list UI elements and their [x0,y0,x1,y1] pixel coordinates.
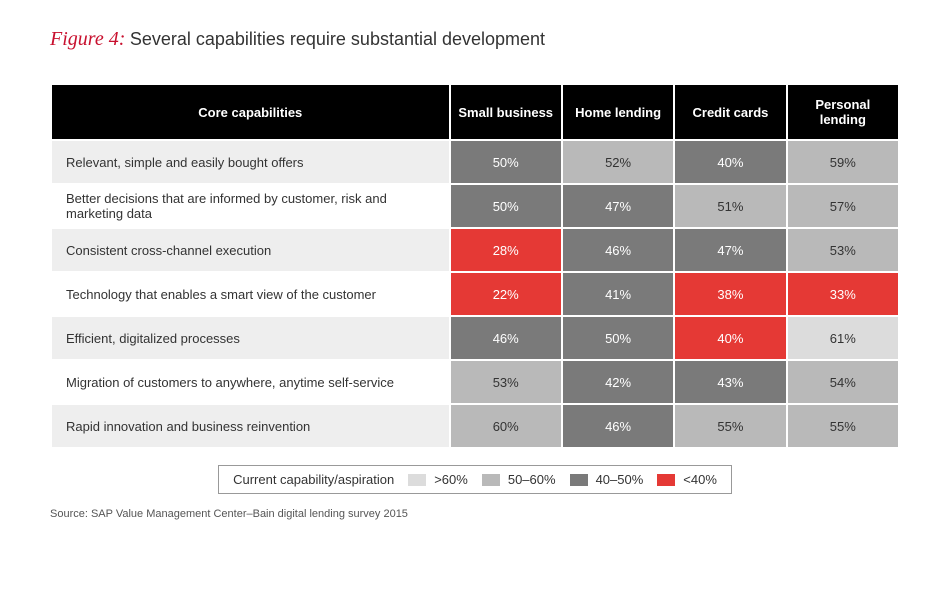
cell-value: 43% [674,360,786,404]
cell-value: 51% [674,184,786,228]
figure-heading: Figure 4: Several capabilities require s… [50,28,900,51]
cell-value: 46% [450,316,562,360]
cell-value: 50% [450,140,562,184]
legend-text-1: 50–60% [508,472,556,487]
cell-value: 55% [787,404,899,448]
figure-title: Several capabilities require substantial… [130,29,545,49]
row-label: Rapid innovation and business reinventio… [51,404,450,448]
legend-swatch-3 [657,474,675,486]
cell-value: 42% [562,360,674,404]
legend-item-1: 50–60% [482,472,556,487]
col-header-3: Personal lending [787,85,899,140]
legend-swatch-1 [482,474,500,486]
cell-value: 53% [450,360,562,404]
legend-container: Current capability/aspiration >60% 50–60… [50,465,900,494]
cell-value: 40% [674,140,786,184]
cell-value: 28% [450,228,562,272]
row-label: Better decisions that are informed by cu… [51,184,450,228]
cell-value: 38% [674,272,786,316]
col-header-2: Credit cards [674,85,786,140]
cell-value: 47% [562,184,674,228]
source-line: Source: SAP Value Management Center–Bain… [50,508,900,520]
row-label: Migration of customers to anywhere, anyt… [51,360,450,404]
table-body: Relevant, simple and easily bought offer… [51,140,899,448]
cell-value: 52% [562,140,674,184]
cell-value: 47% [674,228,786,272]
legend-label: Current capability/aspiration [233,472,394,487]
col-header-1: Home lending [562,85,674,140]
cell-value: 57% [787,184,899,228]
table-row: Consistent cross-channel execution28%46%… [51,228,899,272]
cell-value: 33% [787,272,899,316]
row-label: Technology that enables a smart view of … [51,272,450,316]
row-label: Efficient, digitalized processes [51,316,450,360]
cell-value: 40% [674,316,786,360]
cell-value: 46% [562,228,674,272]
cell-value: 50% [450,184,562,228]
legend-text-2: 40–50% [596,472,644,487]
capabilities-table: Core capabilities Small business Home le… [50,85,900,449]
figure-label: Figure 4: [50,28,125,50]
legend-swatch-0 [408,474,426,486]
table-row: Rapid innovation and business reinventio… [51,404,899,448]
cell-value: 53% [787,228,899,272]
table-row: Migration of customers to anywhere, anyt… [51,360,899,404]
legend: Current capability/aspiration >60% 50–60… [218,465,732,494]
legend-text-3: <40% [683,472,717,487]
cell-value: 41% [562,272,674,316]
cell-value: 46% [562,404,674,448]
cell-value: 55% [674,404,786,448]
legend-swatch-2 [570,474,588,486]
legend-item-2: 40–50% [570,472,644,487]
cell-value: 54% [787,360,899,404]
cell-value: 61% [787,316,899,360]
cell-value: 50% [562,316,674,360]
legend-item-3: <40% [657,472,717,487]
legend-item-0: >60% [408,472,468,487]
col-header-core: Core capabilities [51,85,450,140]
table-row: Better decisions that are informed by cu… [51,184,899,228]
col-header-0: Small business [450,85,562,140]
cell-value: 60% [450,404,562,448]
row-label: Consistent cross-channel execution [51,228,450,272]
table-row: Efficient, digitalized processes46%50%40… [51,316,899,360]
row-label: Relevant, simple and easily bought offer… [51,140,450,184]
cell-value: 22% [450,272,562,316]
table-row: Technology that enables a smart view of … [51,272,899,316]
table-header-row: Core capabilities Small business Home le… [51,85,899,140]
cell-value: 59% [787,140,899,184]
table-row: Relevant, simple and easily bought offer… [51,140,899,184]
legend-text-0: >60% [434,472,468,487]
